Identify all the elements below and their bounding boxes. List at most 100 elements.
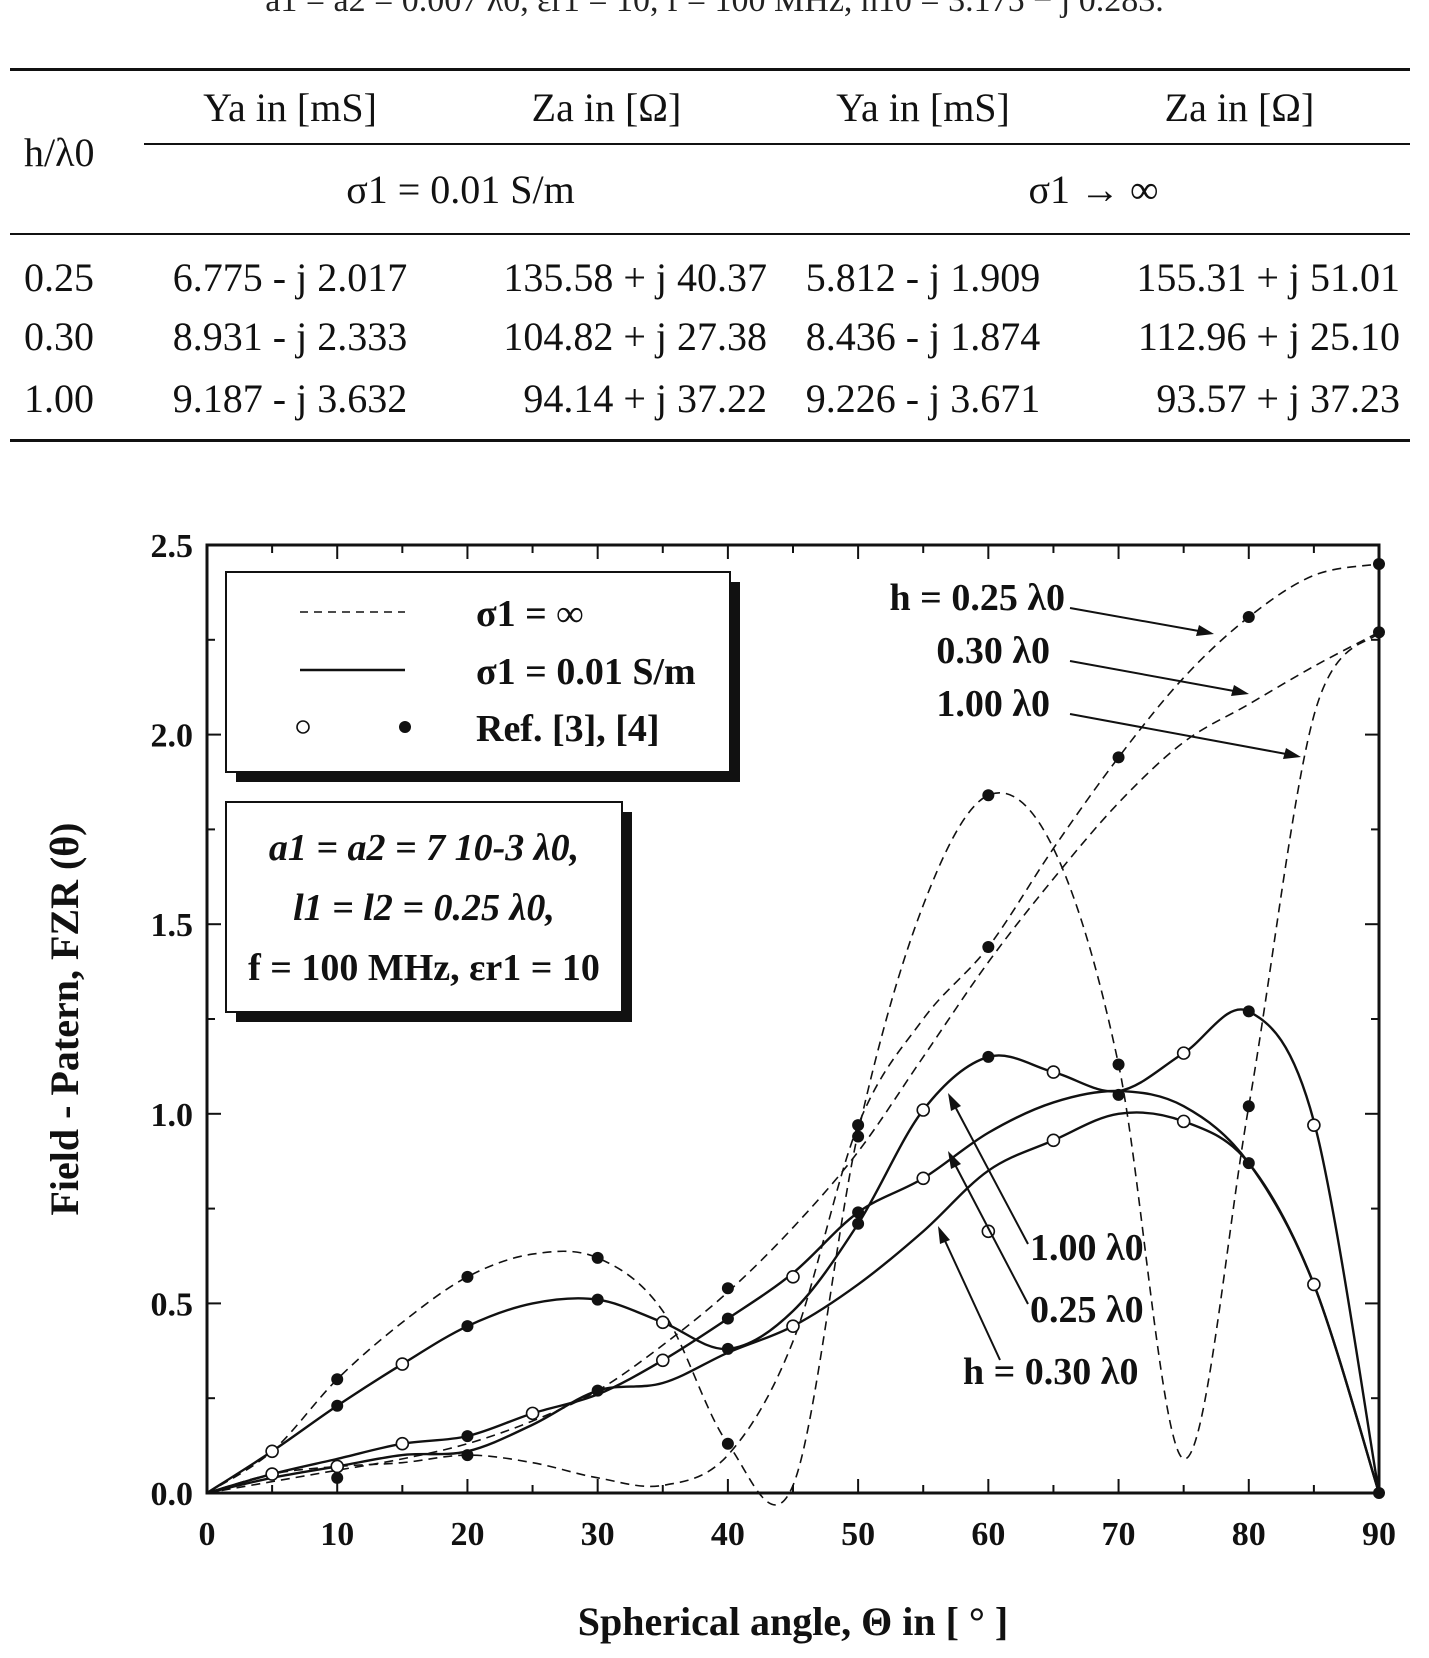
marker-open [916,1171,931,1186]
arrow-solid-030 [939,1229,1001,1361]
table-header-row: h/λ0 Ya in [mS] Za in [Ω] Ya in [mS] Za … [10,68,1410,234]
cell-za1: 104.82 + j 27.38 [503,313,767,359]
arrow-dashed-030 [1069,660,1246,694]
marker-open [330,1459,345,1474]
cell-ya2: 8.436 - j 1.874 [805,313,1041,359]
marker-open [1046,1133,1061,1148]
arrowhead-dashed-100 [1283,748,1301,759]
curve-dashed-h1.00 [206,631,1380,1494]
legend-label-markers: Ref. [3], [4] [476,708,660,750]
marker-open [1307,1118,1321,1132]
y-tick-label: 0.0 [151,1476,194,1513]
col-header-za-1: Za in [Ω] [436,68,777,145]
cell-h: 0.25 [10,233,144,305]
marker-filled [591,1293,604,1306]
cell-ya1: 8.931 - j 2.333 [172,313,408,359]
curve-solid-h1.00 [206,1089,1381,1495]
marker-filled [852,1130,865,1143]
marker-filled [1242,1100,1255,1113]
marker-filled [591,1384,604,1397]
marker-filled [721,1437,734,1450]
cell-h: 0.30 [24,313,94,359]
arrowhead-dashed-025 [1196,625,1214,636]
x-tick-label: 90 [1362,1516,1396,1553]
x-tick-label: 80 [1232,1516,1266,1553]
marker-open [655,1315,670,1330]
marker-filled [982,789,995,802]
marker-filled [721,1342,734,1355]
marker-open [1176,1046,1191,1060]
marker-filled [461,1320,474,1333]
y-tick-label: 0.5 [151,1286,194,1323]
annotation-dashed-100: 1.00 λ0 [936,683,1050,725]
col-header-ya-2: Ya in [mS] [776,68,1070,145]
group-right-label: σ1 → ∞ [776,144,1410,235]
annotation-dashed-030: 0.30 λ0 [936,630,1050,672]
marker-filled [1112,1088,1125,1101]
arrowhead-dashed-030 [1231,685,1249,696]
curve-solid-h0.25 [206,1008,1381,1495]
marker-open [916,1103,931,1117]
params-box [225,801,623,1013]
marker-open [1176,1114,1191,1129]
marker-filled [331,1399,344,1412]
marker-filled [461,1270,474,1283]
annotation-solid-h030: h = 0.30 λ0 [963,1351,1138,1393]
cell-za2: 112.96 + j 25.10 [1137,313,1400,359]
marker-filled [1373,557,1385,570]
group-header-row: σ1 = 0.01 S/m σ1 → ∞ [10,144,1410,235]
y-tick-label: 1.5 [151,907,194,944]
group-left-label: σ1 = 0.01 S/m [144,144,777,235]
marker-filled [982,1050,995,1063]
col-header-ya-1: Ya in [mS] [144,68,437,145]
marker-open [265,1467,279,1481]
tick-labels: 0 10 20 30 40 50 60 70 80 90 0.0 0.5 1.0 1.5 2.0 2.5 [151,528,1397,1553]
marker-filled [1373,1487,1385,1499]
x-tick-label: 60 [971,1516,1005,1553]
col-header-za-2: Za in [Ω] [1069,68,1410,145]
x-tick-label: 20 [450,1516,484,1553]
legend-open-marker [296,720,310,734]
marker-open [395,1357,410,1371]
cell-ya2: 5.812 - j 1.909 [776,233,1070,305]
table-row: 1.00 9.187 - j 3.632 94.14 + j 37.22 9.2… [10,367,1410,442]
table-row: 0.25 6.775 - j 2.017 135.58 + j 40.37 5.… [10,233,1410,305]
marker-filled [1242,611,1255,624]
cell-ya1: 6.775 - j 2.017 [144,233,437,305]
axis-ticks [206,544,1380,1494]
arrowhead-solid-030 [938,1226,950,1244]
marker-open [265,1444,279,1459]
x-tick-label: 50 [841,1516,875,1553]
params-line-2: l1 = l2 = 0.25 λ0, [293,887,555,929]
marker-filled [852,1119,865,1132]
legend-label-dashed: σ1 = ∞ [476,593,583,635]
cell-za2: 93.57 + j 37.23 [1069,367,1410,442]
arrowhead-solid-025 [948,1151,961,1169]
x-tick-label: 30 [581,1516,615,1553]
marker-open [525,1406,540,1421]
y-tick-label: 1.0 [151,1097,194,1134]
arrow-dashed-100 [1069,713,1298,757]
marker-open [1046,1065,1061,1079]
curve-dashed-h0.30 [206,563,1380,1494]
table-row: 0.30 8.931 - j 2.333 104.82 + j 27.38 8.… [10,305,1410,367]
marker-filled [331,1373,344,1386]
params-line-1: a1 = a2 = 7 10-3 λ0, [269,827,579,869]
cell-h: 1.00 [10,367,144,442]
marker-open [786,1319,800,1333]
params-line-3: f = 100 MHz, εr1 = 10 [248,947,600,989]
curve-dashed-h0.25 [206,631,1380,1506]
arrow-dashed-025 [1069,607,1211,634]
marker-filled [461,1430,474,1443]
x-tick-label: 0 [199,1516,216,1553]
results-table: h/λ0 Ya in [mS] Za in [Ω] Ya in [mS] Za … [10,68,1410,442]
marker-filled [721,1312,734,1325]
row-header: h/λ0 [10,68,144,234]
marker-open [395,1436,410,1451]
marker-filled [852,1217,865,1230]
marker-filled [591,1251,604,1264]
annotation-solid-025: 0.25 λ0 [1030,1289,1144,1331]
arrow-solid-025 [949,1154,1029,1305]
marker-filled [1112,751,1125,764]
